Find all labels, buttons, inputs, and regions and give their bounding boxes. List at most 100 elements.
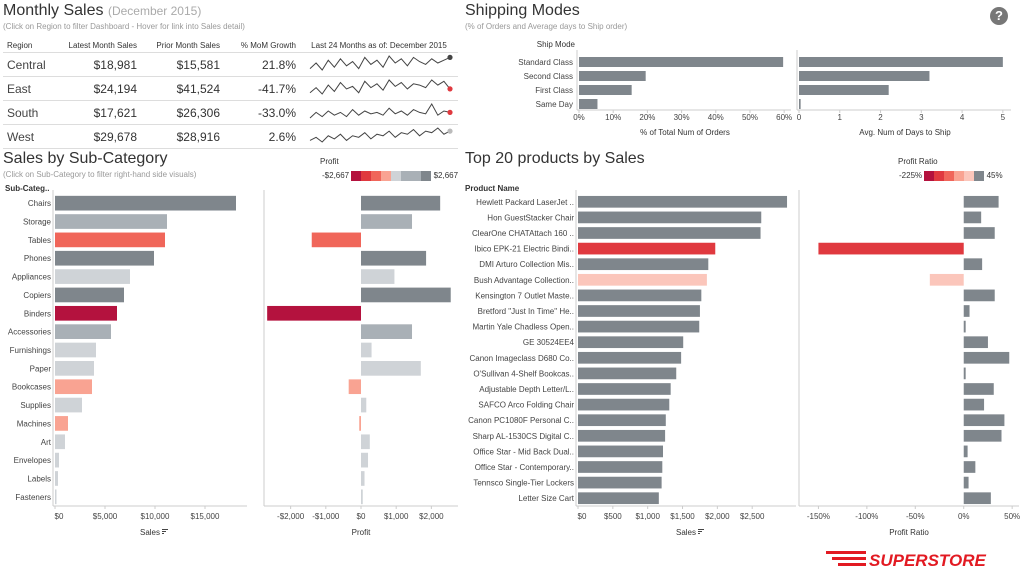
region-row[interactable]: West $29,678 $28,916 2.6% (3, 124, 458, 149)
x-axis-title: Profit (352, 528, 371, 537)
category-label: Binders (24, 309, 51, 318)
region-row[interactable]: East $24,194 $41,524 -41.7% (3, 76, 458, 101)
region-name: West (3, 124, 51, 149)
category-label: SAFCO Arco Folding Chair (478, 401, 574, 410)
region-row[interactable]: South $17,621 $26,306 -33.0% (3, 100, 458, 125)
monthly-sales-subtitle: (December 2015) (107, 4, 202, 18)
x-tick-label: $2,500 (740, 512, 765, 521)
category-label: Paper (30, 364, 52, 373)
ship-tick-label: 40% (708, 113, 724, 122)
bar (578, 429, 666, 442)
bar (578, 289, 702, 302)
chart-header: Product Name (465, 184, 520, 193)
region-name: East (3, 76, 51, 101)
profit-ratio-legend-title: Profit Ratio (898, 157, 938, 166)
sparkline-end-dot (447, 86, 453, 92)
latest-month-sales: $29,678 (51, 124, 141, 149)
sparkline (309, 103, 453, 119)
ship-tick-label: 4 (960, 113, 965, 122)
prior-month-sales: $15,581 (141, 52, 224, 77)
category-label: Kensington 7 Outlet Maste.. (475, 291, 574, 300)
bar (361, 489, 363, 505)
category-label: Appliances (12, 273, 51, 282)
category-label: Office Star - Mid Back Dual.. (473, 447, 574, 456)
sort-icon (162, 533, 164, 534)
bar (578, 336, 684, 349)
category-label: Office Star - Contemporary.. (475, 463, 574, 472)
ship-tick-label: 0 (797, 113, 802, 122)
ship-bar (579, 99, 598, 109)
bar (578, 305, 700, 317)
ship-tick-label: 1 (838, 113, 843, 122)
bar (963, 445, 968, 458)
bar (578, 227, 761, 239)
category-label: ClearOne CHATAttach 160 .. (472, 229, 574, 238)
prior-month-sales: $28,916 (141, 124, 224, 149)
latest-month-sales: $24,194 (51, 76, 141, 101)
logo-stripe (838, 563, 866, 566)
bar (578, 273, 707, 286)
category-label: Adjustable Depth Letter/L.. (479, 385, 574, 394)
bar (55, 342, 96, 358)
bar (963, 476, 969, 489)
profit-legend-min: -$2,667 (322, 171, 350, 181)
prior-month-sales: $26,306 (141, 100, 224, 125)
logo-stripe (832, 557, 866, 560)
legend-swatch (974, 171, 985, 181)
sparkline-end-dot (447, 109, 453, 115)
bar (963, 351, 1010, 364)
x-tick-label: -50% (906, 512, 925, 521)
sparkline-line (309, 55, 451, 71)
bar (963, 320, 966, 333)
category-label: Canon PC1080F Personal C.. (468, 416, 574, 425)
bar (578, 258, 709, 271)
sort-icon (698, 529, 704, 530)
region-row[interactable]: Central $18,981 $15,581 21.8% (3, 52, 458, 77)
x-tick-label: -$1,000 (312, 512, 340, 521)
category-label: Accessories (8, 328, 51, 337)
x-tick-label: $1,500 (670, 512, 695, 521)
x-tick-label: $1,000 (384, 512, 409, 521)
profit-legend-swatches (351, 171, 432, 181)
bar (359, 416, 361, 431)
profit-legend: -$2,667 $2,667 (322, 171, 458, 181)
x-tick-label: 0% (958, 512, 970, 521)
bar (963, 258, 983, 271)
bar (361, 342, 372, 358)
bar (361, 397, 367, 413)
help-icon[interactable]: ? (990, 7, 1008, 25)
prior-month-sales: $41,524 (141, 76, 224, 101)
bar (55, 305, 117, 321)
profit-ratio-legend-min: -225% (899, 171, 923, 181)
monthly-sales-title-text: Monthly Sales (3, 2, 104, 19)
bar (55, 379, 92, 395)
bar (55, 324, 111, 339)
x-tick-label: -100% (855, 512, 878, 521)
category-label: Hewlett Packard LaserJet .. (476, 198, 574, 207)
bar (963, 398, 985, 411)
ship-tick-label: 10% (605, 113, 621, 122)
category-label: O'Sullivan 4-Shelf Bookcas.. (473, 369, 574, 378)
ship-tick-label: 0% (573, 113, 585, 122)
latest-month-sales: $18,981 (51, 52, 141, 77)
bar (963, 211, 982, 224)
bar (578, 383, 671, 395)
legend-swatch (964, 171, 975, 181)
x-tick-label: -150% (807, 512, 830, 521)
sort-icon (162, 529, 168, 530)
bar (361, 287, 451, 303)
subcategory-hint: (Click on Sub-Category to filter right-h… (3, 170, 197, 179)
bar (348, 379, 361, 395)
bar (55, 361, 94, 376)
bar (963, 367, 966, 380)
sparkline-cell (300, 76, 458, 101)
bar (55, 232, 165, 248)
sort-icon (162, 531, 166, 532)
bar (55, 195, 236, 211)
mom-growth: -41.7% (224, 76, 300, 101)
bar (963, 414, 1005, 427)
ship-mode-header: Ship Mode (537, 40, 576, 49)
bar (55, 471, 58, 486)
category-label: Chairs (28, 199, 51, 208)
x-axis-title: Sales (676, 528, 696, 537)
